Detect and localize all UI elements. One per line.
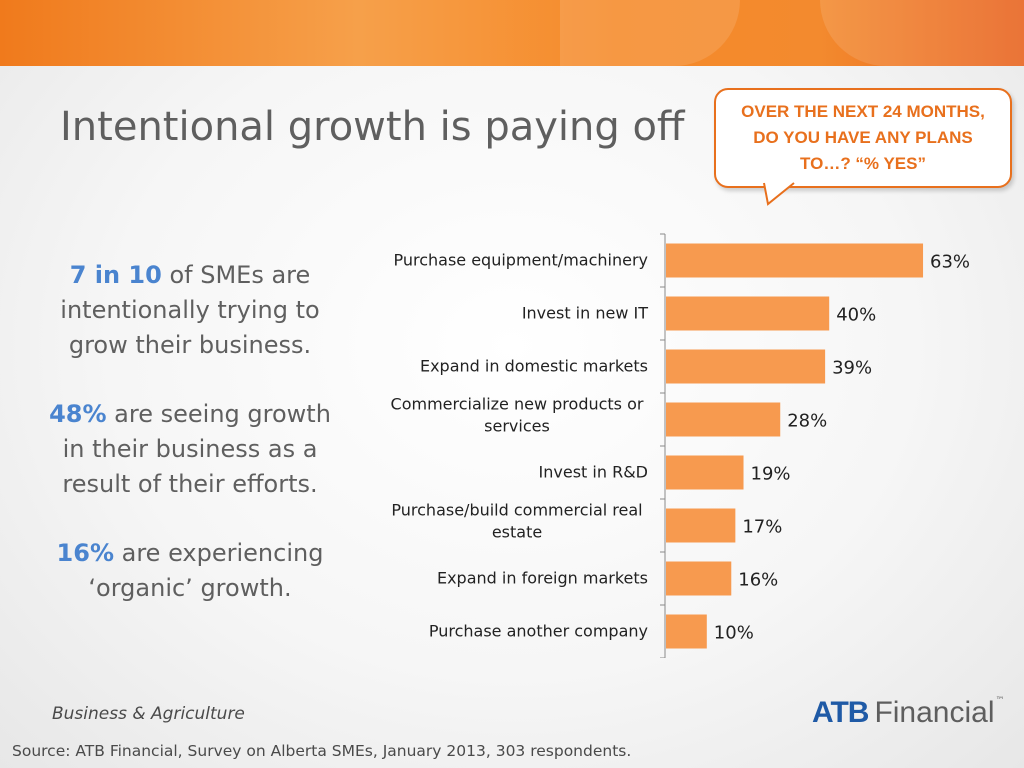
footer-tagline: Business & Agriculture — [52, 704, 245, 724]
stat-2-highlight: 48% — [49, 400, 107, 428]
stat-3-text: are experiencing ‘organic’ growth. — [88, 539, 324, 602]
stat-1-highlight: 7 in 10 — [69, 261, 162, 289]
bar — [666, 243, 924, 278]
category-label: Purchase another company — [429, 622, 648, 641]
bar — [666, 349, 826, 384]
category-label: Expand in domestic markets — [420, 357, 648, 376]
bar — [666, 455, 744, 490]
category-label: Commercialize new products or services — [391, 395, 644, 436]
data-label: 28% — [787, 411, 827, 432]
logo-trademark: ™ — [995, 696, 1005, 706]
stat-1: 7 in 10 of SMEs are intentionally trying… — [40, 258, 340, 363]
stat-3: 16% are experiencing ‘organic’ growth. — [40, 536, 340, 606]
data-label: 19% — [751, 464, 791, 485]
bar — [666, 296, 830, 331]
data-label: 10% — [714, 623, 754, 644]
logo-brand: ATB — [812, 696, 869, 729]
bar — [666, 614, 707, 649]
data-label: 39% — [832, 358, 872, 379]
category-label: Invest in R&D — [539, 463, 648, 482]
atb-financial-logo: ATB Financial ™ — [812, 696, 1005, 730]
stat-1-text: of SMEs are intentionally trying to grow… — [60, 261, 320, 359]
callout-text: OVER THE NEXT 24 MONTHS, DO YOU HAVE ANY… — [741, 102, 985, 173]
bar — [666, 402, 781, 437]
data-label: 17% — [742, 517, 782, 538]
data-label: 40% — [836, 305, 876, 326]
header-band — [0, 0, 1024, 66]
category-label: Purchase/build commercial real estate — [391, 501, 642, 542]
data-label: 16% — [738, 570, 778, 591]
data-label: 63% — [930, 252, 970, 273]
bar — [666, 508, 736, 543]
stat-2-text: are seeing growth in their business as a… — [62, 400, 331, 498]
key-stats: 7 in 10 of SMEs are intentionally trying… — [40, 258, 340, 640]
category-label: Purchase equipment/machinery — [393, 251, 648, 270]
bar — [666, 561, 732, 596]
stat-3-highlight: 16% — [56, 539, 114, 567]
bar-chart: 63% Purchase equipment/machinery 40% Invest… — [391, 233, 970, 658]
source-note: Source: ATB Financial, Survey on Alberta… — [12, 742, 632, 760]
callout-tail — [763, 182, 795, 206]
logo-word: Financial — [874, 696, 995, 729]
category-label: Invest in new IT — [522, 304, 648, 323]
stat-2: 48% are seeing growth in their business … — [40, 397, 340, 502]
slide-title: Intentional growth is paying off — [60, 104, 685, 150]
category-label: Expand in foreign markets — [437, 569, 648, 588]
question-callout: OVER THE NEXT 24 MONTHS, DO YOU HAVE ANY… — [714, 88, 1012, 188]
